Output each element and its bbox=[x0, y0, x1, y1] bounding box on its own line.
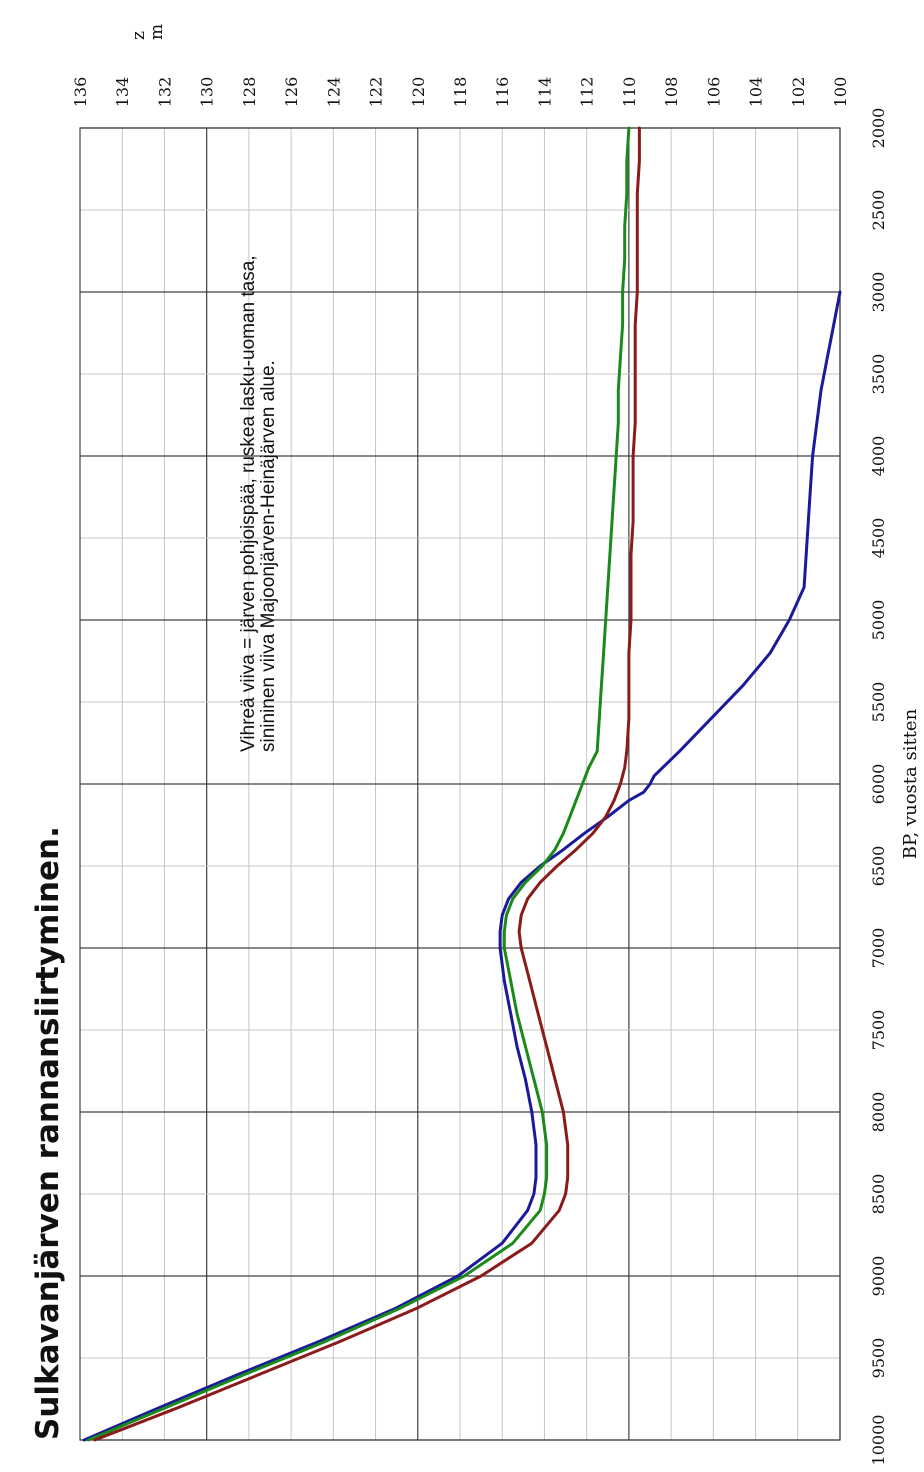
plot-frame bbox=[79, 127, 841, 1441]
y-tick-labels: 100 102 104 106 108 110 112 114 116 118 120 122 124 1… bbox=[71, 77, 850, 108]
bp-tick-label: 6500 bbox=[869, 846, 888, 887]
z-tick-label: 134 bbox=[113, 77, 132, 108]
series-line-blue bbox=[82, 290, 842, 1442]
y-axis-label-z: z bbox=[129, 31, 149, 40]
bp-tick-label: 7500 bbox=[869, 1010, 888, 1051]
z-tick-label: 136 bbox=[71, 77, 90, 108]
bp-tick-label: 9500 bbox=[869, 1338, 888, 1379]
z-tick-label: 120 bbox=[409, 77, 428, 108]
z-tick-label: 126 bbox=[282, 77, 301, 108]
y-axis-label-unit: m bbox=[147, 24, 167, 40]
grid-lines bbox=[79, 127, 841, 1441]
bp-tick-label: 5500 bbox=[869, 682, 888, 723]
z-tick-label: 132 bbox=[155, 77, 174, 108]
series-line-brown bbox=[93, 126, 641, 1442]
chart-note-line-1: Vihreä viiva = järven pohjoispää, ruskea… bbox=[238, 255, 259, 752]
z-tick-label: 122 bbox=[367, 77, 386, 108]
series-line-green bbox=[86, 126, 631, 1442]
z-tick-label: 106 bbox=[704, 77, 723, 108]
bp-tick-label: 8500 bbox=[869, 1174, 888, 1215]
z-tick-label: 100 bbox=[831, 77, 850, 108]
z-tick-label: 108 bbox=[662, 77, 681, 108]
bp-tick-label: 4000 bbox=[869, 436, 888, 477]
z-tick-label: 128 bbox=[240, 77, 259, 108]
z-tick-label: 116 bbox=[493, 77, 512, 108]
bp-tick-label: 8000 bbox=[869, 1092, 888, 1133]
bp-tick-label: 3500 bbox=[869, 354, 888, 395]
bp-tick-label: 2500 bbox=[869, 190, 888, 231]
chart-note-line-2: sinininen viiva Majoonjärven-Heinäjärven… bbox=[258, 360, 279, 752]
z-tick-label: 112 bbox=[578, 77, 597, 108]
bp-tick-label: 5000 bbox=[869, 600, 888, 641]
bp-tick-label: 6000 bbox=[869, 764, 888, 805]
data-series bbox=[82, 126, 842, 1442]
bp-tick-label: 4500 bbox=[869, 518, 888, 559]
bp-tick-label: 2000 bbox=[869, 108, 888, 149]
chart-title: Sulkavanjärven rannansiirtyminen. bbox=[30, 826, 66, 1440]
bp-tick-label: 9000 bbox=[869, 1256, 888, 1297]
bp-tick-label: 7000 bbox=[869, 928, 888, 969]
z-tick-label: 124 bbox=[324, 77, 343, 108]
z-tick-label: 130 bbox=[198, 77, 217, 108]
z-tick-label: 118 bbox=[451, 77, 470, 108]
x-tick-labels: 10000 9500 9000 8500 8000 7500 7000 6500 6000 550… bbox=[869, 108, 888, 1466]
z-tick-label: 102 bbox=[789, 77, 808, 108]
x-axis-label: BP, vuosta sitten bbox=[900, 708, 921, 859]
bp-tick-label: 3000 bbox=[869, 272, 888, 313]
bp-tick-label: 10000 bbox=[869, 1415, 888, 1466]
z-tick-label: 114 bbox=[535, 77, 554, 108]
z-tick-label: 104 bbox=[747, 77, 766, 108]
z-tick-label: 110 bbox=[620, 77, 639, 108]
